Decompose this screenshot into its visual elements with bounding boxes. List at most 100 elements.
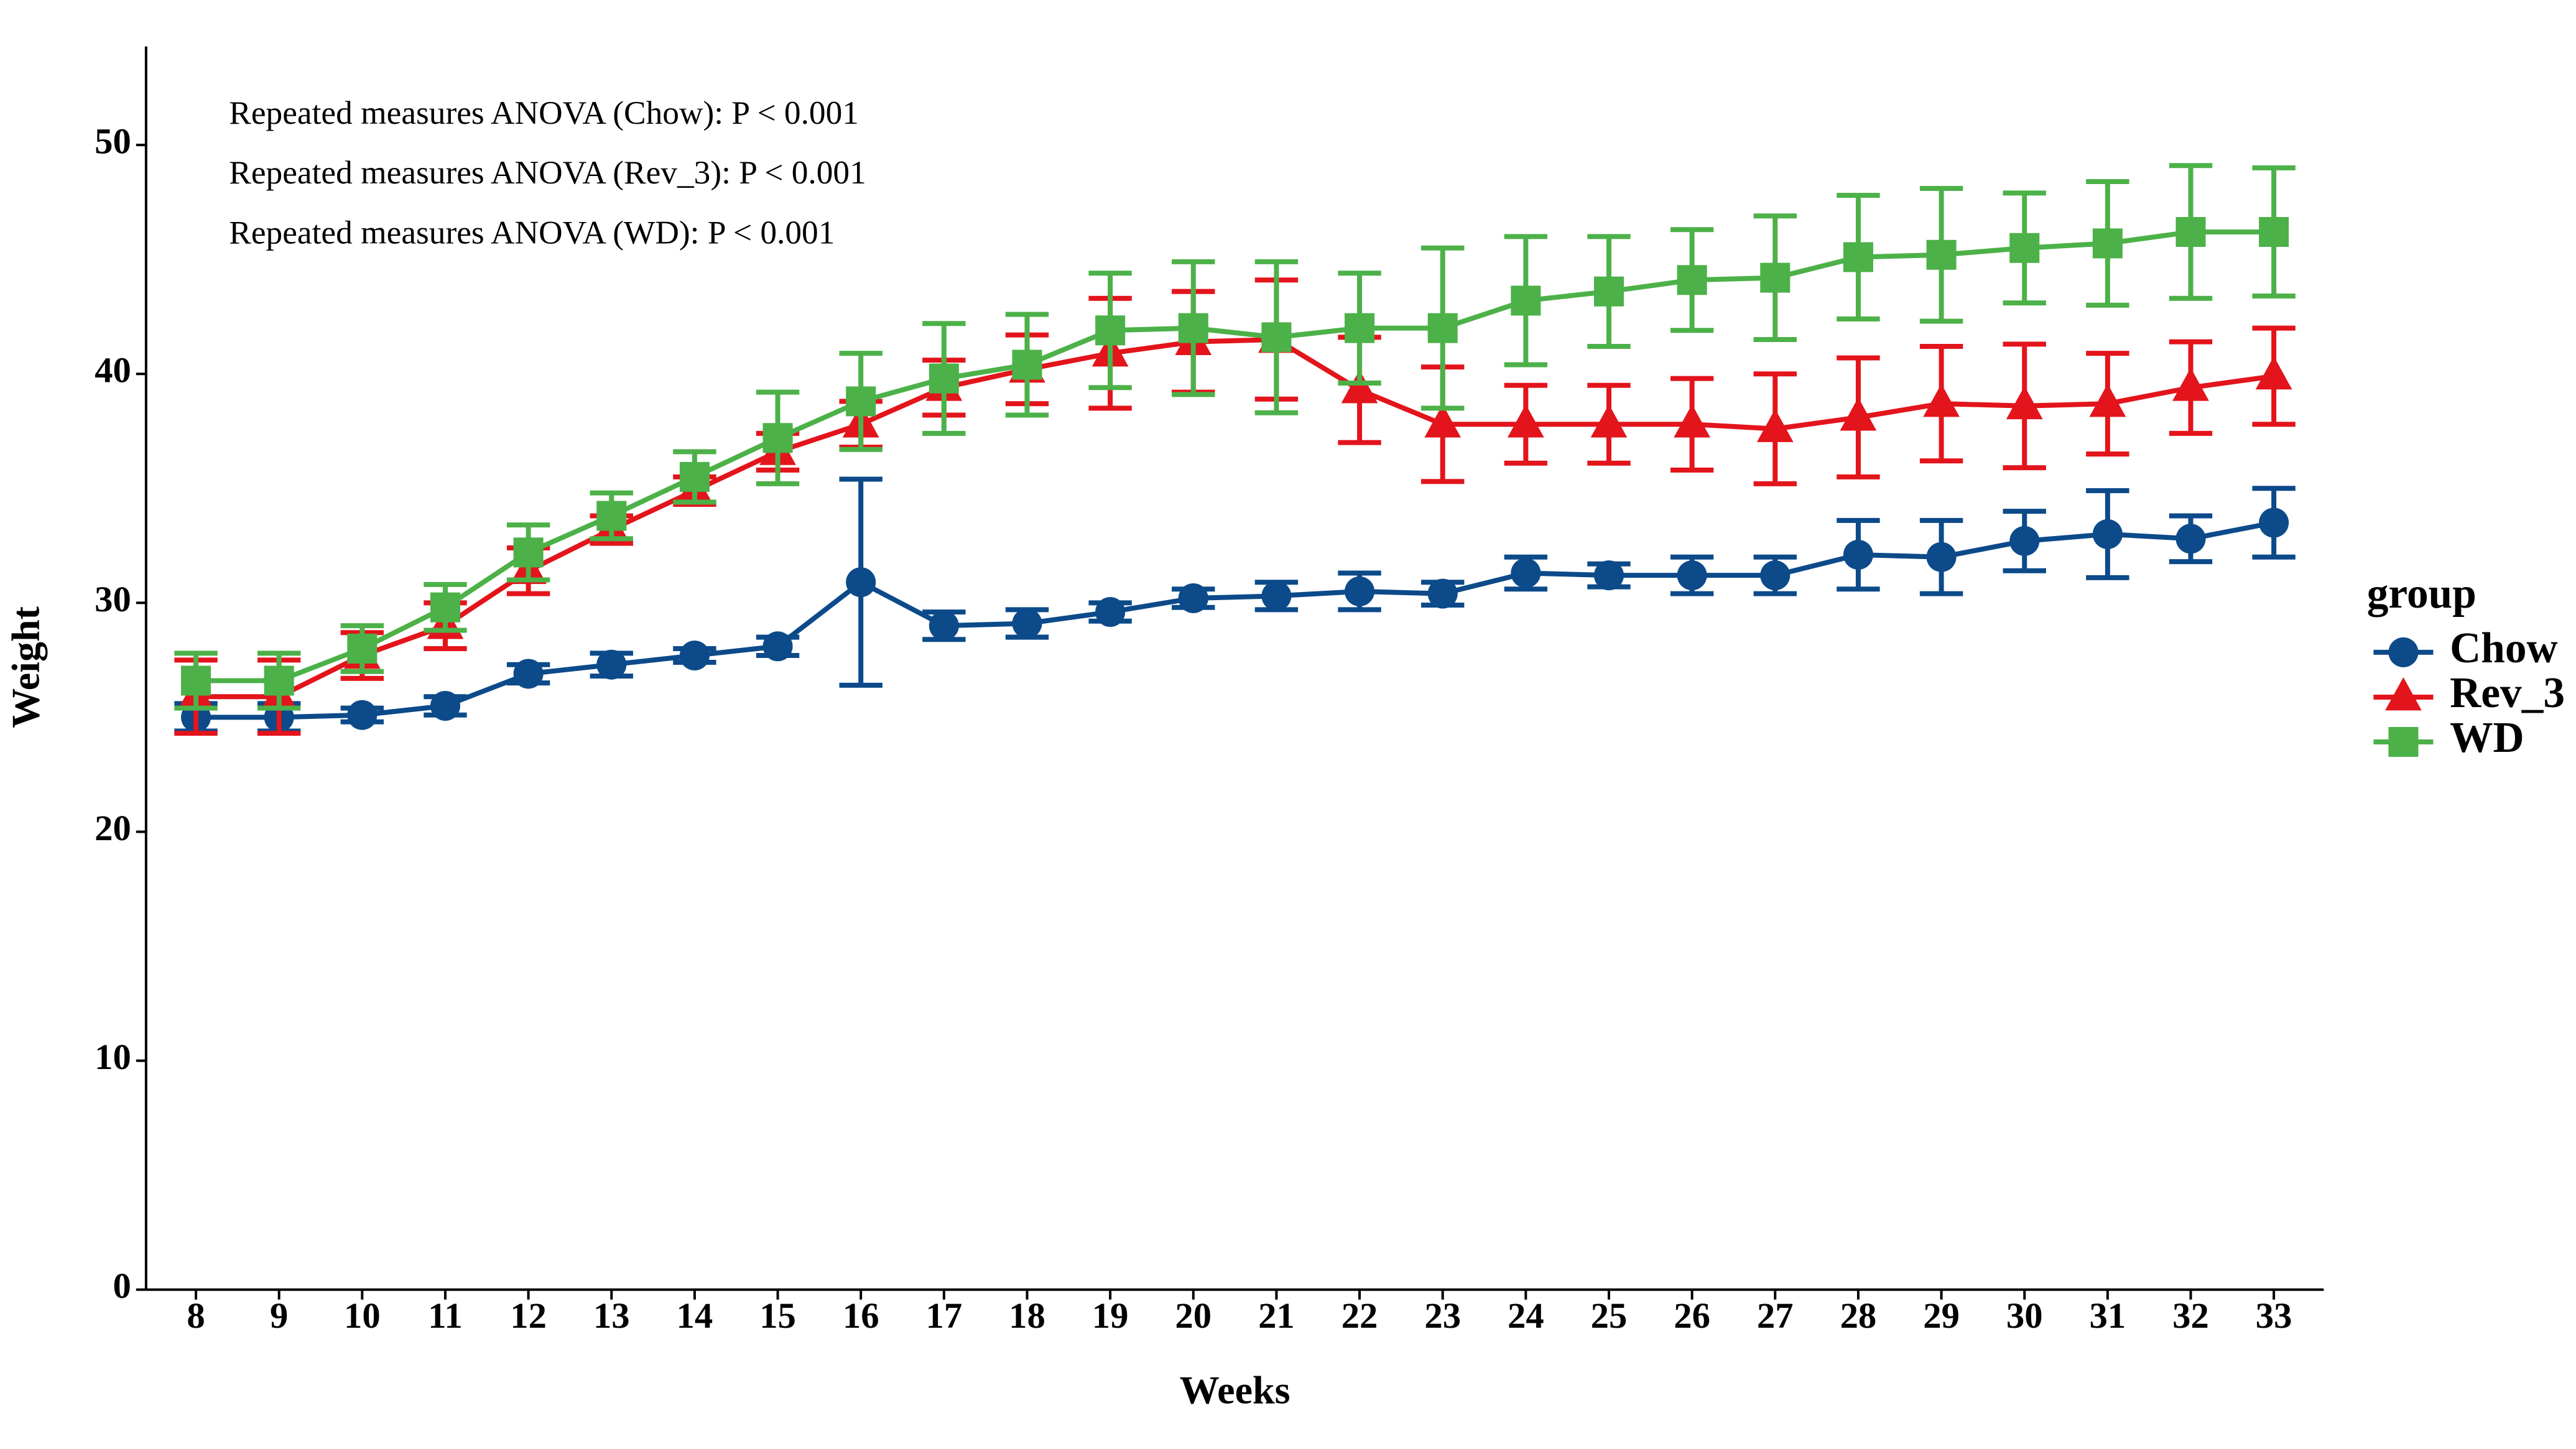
legend-marker xyxy=(2388,727,2419,757)
point xyxy=(846,567,876,598)
point xyxy=(2259,216,2289,247)
legend-label: WD xyxy=(2450,714,2524,762)
series xyxy=(174,163,2296,711)
point xyxy=(1095,315,1126,346)
point xyxy=(1095,597,1126,627)
point xyxy=(1427,313,1458,343)
x-tick-label: 10 xyxy=(344,1295,381,1336)
point xyxy=(1593,560,1624,591)
x-tick-label: 29 xyxy=(1923,1295,1960,1336)
point xyxy=(1843,540,1873,570)
legend-marker xyxy=(2385,677,2422,711)
x-tick-label: 13 xyxy=(593,1295,630,1336)
point xyxy=(430,592,460,623)
point xyxy=(2009,525,2040,556)
point xyxy=(1756,409,1794,442)
point xyxy=(1593,276,1624,307)
x-tick-label: 33 xyxy=(2256,1295,2292,1336)
point xyxy=(2172,368,2209,401)
point xyxy=(1261,581,1292,611)
point xyxy=(846,386,876,417)
x-tick-label: 23 xyxy=(1424,1295,1461,1336)
x-tick-label: 30 xyxy=(2006,1295,2043,1336)
x-tick-label: 26 xyxy=(1674,1295,1710,1336)
x-tick-label: 19 xyxy=(1092,1295,1129,1336)
series xyxy=(174,277,2296,736)
y-axis-title: Weight xyxy=(4,606,48,728)
point xyxy=(1590,404,1628,438)
x-tick-label: 9 xyxy=(270,1295,288,1336)
point xyxy=(596,501,627,531)
point xyxy=(181,665,211,696)
point xyxy=(1178,583,1208,614)
x-tick-label: 22 xyxy=(1341,1295,1378,1336)
point xyxy=(1427,578,1458,609)
point xyxy=(1341,369,1378,404)
annotation: Repeated measures ANOVA (Chow): P < 0.00… xyxy=(229,94,859,131)
point xyxy=(1760,560,1791,591)
point xyxy=(347,700,378,730)
point xyxy=(347,633,378,664)
point xyxy=(1178,313,1208,343)
x-tick-label: 32 xyxy=(2172,1295,2209,1336)
x-tick-label: 15 xyxy=(759,1295,796,1336)
y-tick-label: 30 xyxy=(95,579,131,619)
series xyxy=(174,476,2296,734)
point xyxy=(1677,265,1707,295)
point xyxy=(2259,507,2289,538)
point xyxy=(1926,542,1957,572)
point xyxy=(1923,384,1960,417)
point xyxy=(2006,386,2043,420)
point xyxy=(2175,216,2206,247)
legend-label: Rev_3 xyxy=(2450,669,2565,717)
point xyxy=(1345,313,1375,343)
x-tick-label: 16 xyxy=(843,1295,879,1336)
point xyxy=(2092,519,2123,549)
legend-label: Chow xyxy=(2450,624,2557,672)
x-tick-label: 24 xyxy=(1508,1295,1544,1336)
point xyxy=(1840,397,1877,431)
x-tick-label: 25 xyxy=(1591,1295,1628,1336)
point xyxy=(1511,558,1541,588)
y-tick-label: 40 xyxy=(95,350,131,391)
point xyxy=(513,537,544,568)
point xyxy=(1511,285,1541,316)
y-tick-label: 0 xyxy=(113,1266,131,1306)
x-tick-label: 14 xyxy=(677,1295,713,1336)
x-tick-label: 27 xyxy=(1757,1295,1794,1336)
point xyxy=(596,649,627,680)
point xyxy=(929,363,959,394)
point xyxy=(1507,404,1544,438)
y-tick-label: 10 xyxy=(95,1037,131,1077)
point xyxy=(1012,350,1042,380)
annotation: Repeated measures ANOVA (Rev_3): P < 0.0… xyxy=(229,154,866,191)
point xyxy=(2089,384,2126,417)
point xyxy=(2255,356,2292,390)
point xyxy=(1760,262,1791,293)
point xyxy=(1843,242,1873,272)
point xyxy=(679,461,710,492)
point xyxy=(1012,608,1042,639)
legend-marker xyxy=(2388,637,2419,667)
series-line xyxy=(196,520,2274,720)
x-tick-label: 31 xyxy=(2090,1295,2126,1336)
point xyxy=(1424,404,1462,438)
point xyxy=(1261,322,1292,353)
x-tick-label: 8 xyxy=(187,1295,205,1336)
x-axis-title: Weeks xyxy=(1180,1368,1290,1412)
x-tick-label: 17 xyxy=(925,1295,962,1336)
point xyxy=(762,423,793,453)
x-tick-label: 28 xyxy=(1840,1295,1877,1336)
point xyxy=(1677,560,1707,591)
point xyxy=(2175,524,2206,554)
series-line xyxy=(196,229,2274,683)
x-tick-label: 12 xyxy=(510,1295,547,1336)
point xyxy=(762,631,793,662)
x-tick-label: 11 xyxy=(428,1295,462,1336)
legend-title: group xyxy=(2367,570,2476,618)
point xyxy=(1674,404,1710,438)
x-tick-label: 18 xyxy=(1009,1295,1045,1336)
point xyxy=(513,659,544,689)
